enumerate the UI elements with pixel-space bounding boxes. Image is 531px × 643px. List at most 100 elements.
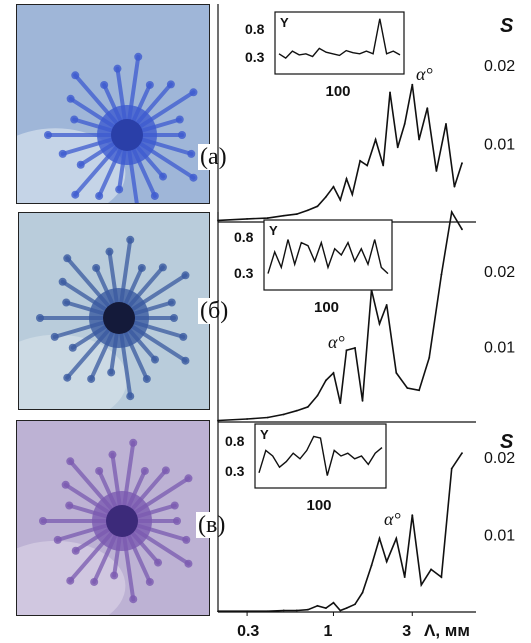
photo-ray-tip: [126, 392, 135, 401]
data-point: [411, 514, 414, 517]
data-point: [428, 356, 431, 359]
inset-y-label: Y: [260, 427, 269, 442]
photo-ray-tip: [90, 577, 99, 586]
inset-а: Y 0.8 0.3 100 α°: [245, 11, 433, 100]
chart-panel-б: 0.01 0.02 Y 0.8 0.3 100 α°: [217, 209, 515, 423]
inset-y-tick: 0.8: [234, 229, 254, 245]
data-point: [325, 195, 327, 198]
data-point: [385, 303, 388, 306]
photo-ray-tip: [150, 191, 159, 200]
photo-ray-tip: [173, 517, 181, 525]
photo-ray-tip: [158, 263, 167, 272]
data-point: [382, 164, 385, 167]
photo-ray-tip: [181, 271, 190, 280]
inset-x-tick: 100: [314, 299, 339, 316]
photo-ray-tip: [137, 263, 146, 272]
photo-ray-tip: [58, 277, 67, 286]
photo-ray-tip: [184, 559, 193, 568]
inset-y-tick: 0.3: [225, 463, 245, 479]
data-point: [325, 379, 327, 382]
photo-core: [111, 119, 143, 151]
data-point: [385, 560, 388, 563]
photo-ray-tip: [181, 356, 190, 365]
photo-ray-tip: [159, 172, 168, 181]
photo-ray-tip: [140, 466, 149, 475]
data-point: [339, 402, 342, 405]
panel-tag-b: (б): [198, 298, 231, 324]
y-tick-label: 0.02: [484, 264, 515, 281]
photo-ray-tip: [53, 535, 62, 544]
photo-ray-tip: [167, 298, 176, 307]
data-point: [316, 604, 319, 607]
photo-ray-tip: [170, 501, 179, 510]
data-point: [316, 394, 319, 397]
inset-frame: [274, 11, 405, 75]
photo-a: [16, 4, 210, 204]
data-point: [361, 399, 364, 402]
inset-y-tick: 0.3: [245, 49, 265, 65]
x-axis-unit-label: Λ, мм: [424, 621, 470, 640]
photo-core: [103, 302, 135, 334]
photo-ray-tip: [184, 474, 193, 483]
inset-series-line: [278, 18, 401, 60]
series-line: [218, 452, 463, 613]
data-point: [395, 371, 398, 374]
data-point: [361, 591, 364, 594]
inset-x-label: α°: [416, 64, 433, 84]
photo-ray-tip: [182, 535, 191, 544]
photo-ray-tip: [154, 558, 163, 567]
photo-ray-tip: [65, 501, 74, 510]
photo-ray-tip: [108, 450, 117, 459]
data-point: [453, 185, 456, 188]
photo-ray-tip: [161, 466, 170, 475]
panel-tag-a: (а): [198, 144, 229, 170]
photo-ray-tip: [100, 80, 109, 89]
photo-ray-tip: [189, 88, 198, 97]
photo-ray-tip: [66, 576, 75, 585]
photo-ray-tip: [178, 131, 186, 139]
photo-ray-tip: [166, 80, 175, 89]
data-point: [403, 576, 406, 579]
data-point: [295, 409, 298, 412]
photo-ray-tip: [115, 185, 124, 194]
photo-ray-tip: [66, 94, 75, 103]
data-point: [325, 607, 327, 610]
photo-ray-tip: [76, 160, 85, 169]
inset-series-line: [267, 239, 389, 275]
data-point: [306, 405, 309, 408]
data-point: [396, 146, 399, 149]
data-point: [345, 349, 348, 352]
x-tick-label: 3: [402, 623, 411, 640]
photo-ray-tip: [66, 457, 75, 466]
data-point: [406, 387, 409, 389]
data-point: [295, 213, 298, 216]
data-point: [366, 164, 369, 167]
data-point: [332, 371, 335, 374]
y-tick-label: 0.02: [484, 450, 515, 467]
photo-ray-tip: [71, 190, 80, 199]
photo-ray-tip: [170, 314, 178, 322]
data-point: [217, 610, 219, 613]
data-point: [370, 564, 373, 567]
y-tick-label: 0.01: [484, 136, 515, 153]
inset-y-label: Y: [280, 15, 289, 30]
data-point: [316, 205, 319, 208]
data-point: [450, 467, 453, 470]
inset-y-tick: 0.8: [245, 21, 265, 37]
data-point: [306, 209, 309, 212]
chart-panel-в: 0.01 0.02S Y 0.8 0.3 100 α°: [217, 420, 515, 613]
photo-ray-tip: [129, 595, 138, 604]
data-point: [461, 228, 463, 231]
inset-x-tick: 100: [326, 83, 351, 100]
data-point: [345, 177, 348, 180]
data-point: [282, 214, 285, 217]
photo-b-image: [19, 213, 209, 409]
data-point: [266, 610, 269, 613]
inset-x-label: α°: [328, 332, 345, 352]
data-point: [246, 610, 248, 613]
photo-ray-tip: [92, 263, 101, 272]
y-tick-label: 0.01: [484, 339, 515, 356]
photo-ray-tip: [39, 517, 47, 525]
inset-в: Y 0.8 0.3 100 α°: [225, 423, 401, 529]
photo-ray-tip: [145, 80, 154, 89]
